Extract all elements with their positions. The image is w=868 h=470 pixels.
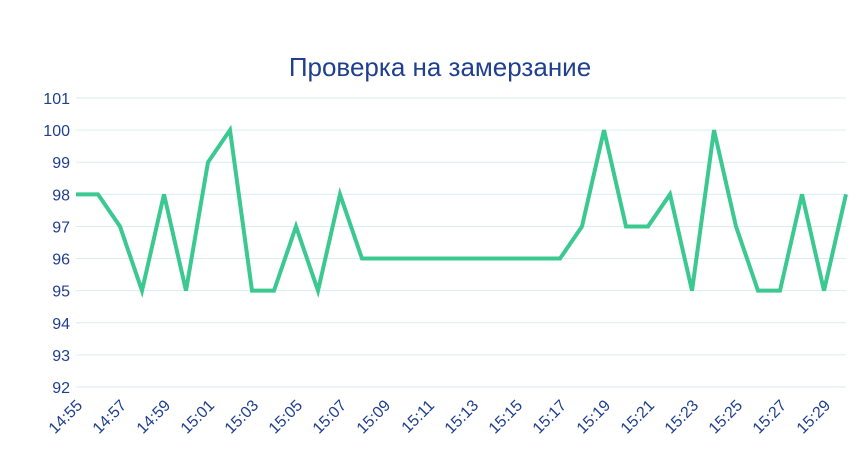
x-tick-label: 15:11 (399, 397, 439, 437)
x-tick-label: 15:01 (178, 397, 218, 437)
y-tick-label: 97 (52, 219, 70, 236)
y-tick-label: 96 (52, 252, 70, 269)
y-tick-label: 101 (43, 91, 70, 108)
x-tick-label: 15:21 (618, 397, 658, 437)
x-tick-label: 15:15 (486, 397, 526, 437)
y-tick-label: 95 (52, 284, 70, 301)
x-tick-label: 14:59 (134, 397, 174, 437)
series-layer (76, 124, 848, 298)
x-tick-label: 14:57 (90, 397, 130, 437)
y-tick-label: 100 (43, 123, 70, 140)
chart-title: Проверка на замерзание (289, 52, 591, 82)
x-tick-label: 15:03 (222, 397, 262, 437)
x-tick-label: 14:55 (46, 397, 86, 437)
x-axis-ticks: 14:55 14:57 14:59 15:01 15:03 15:05 15:07 15:09… (46, 397, 834, 437)
y-axis-ticks: 92 93 94 95 96 97 98 99 100 101 (43, 91, 70, 397)
x-tick-label: 15:29 (794, 397, 834, 437)
x-tick-label: 15:13 (442, 397, 482, 437)
x-tick-label: 15:25 (706, 397, 746, 437)
y-tick-label: 93 (52, 348, 70, 365)
x-tick-label: 15:09 (354, 397, 394, 437)
x-tick-label: 15:05 (266, 397, 306, 437)
y-tick-label: 98 (52, 187, 70, 204)
y-tick-label: 94 (52, 316, 70, 333)
x-tick-label: 15:23 (662, 397, 702, 437)
x-tick-label: 15:07 (310, 397, 350, 437)
grid-lines (76, 97, 846, 388)
y-tick-label: 92 (52, 380, 70, 397)
series-line-0 (76, 124, 848, 298)
x-tick-label: 15:27 (750, 397, 790, 437)
y-tick-label: 99 (52, 155, 70, 172)
x-tick-label: 15:19 (574, 397, 614, 437)
x-tick-label: 15:17 (530, 397, 570, 437)
